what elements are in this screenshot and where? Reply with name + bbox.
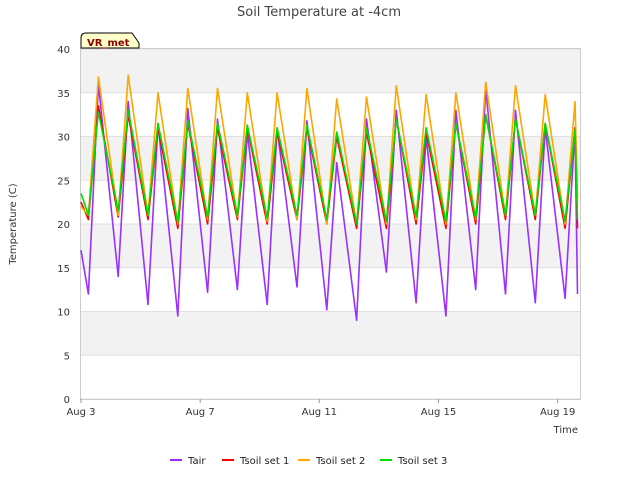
grid-band — [81, 355, 580, 399]
x-axis-label: Time — [553, 425, 578, 436]
x-tick-label: Aug 11 — [302, 407, 337, 418]
chart-title: Soil Temperature at -4cm — [237, 5, 401, 20]
legend-label: Tsoil set 3 — [397, 456, 447, 467]
y-axis-label: Temperature (C) — [8, 183, 19, 265]
station-badge: VR_met — [80, 32, 140, 49]
series-line-tair — [80, 83, 579, 322]
legend-label: Tsoil set 1 — [239, 456, 289, 467]
y-tick-label: 0 — [64, 395, 70, 406]
x-tick-label: Aug 19 — [540, 407, 575, 418]
y-tick-label: 10 — [57, 308, 70, 319]
y-tick-label: 30 — [57, 133, 70, 144]
station-badge-label: VR_met — [87, 38, 130, 49]
y-tick-label: 5 — [64, 351, 70, 362]
x-tick-label: Aug 3 — [66, 407, 95, 418]
x-tick-label: Aug 15 — [421, 407, 456, 418]
y-tick-label: 40 — [57, 45, 70, 56]
y-tick-label: 15 — [57, 264, 70, 275]
y-tick-label: 20 — [57, 220, 70, 231]
plot-area-border — [80, 48, 581, 400]
legend-label: Tsoil set 2 — [315, 456, 365, 467]
y-tick-label: 25 — [57, 176, 70, 187]
legend-label: Tair — [187, 456, 206, 467]
y-tick-label: 35 — [57, 89, 70, 100]
x-tick-label: Aug 7 — [186, 407, 215, 418]
grid-band — [81, 267, 580, 312]
grid-band — [81, 311, 580, 356]
series-line-tsoil-set-3 — [80, 109, 579, 225]
grid-band — [81, 49, 580, 93]
